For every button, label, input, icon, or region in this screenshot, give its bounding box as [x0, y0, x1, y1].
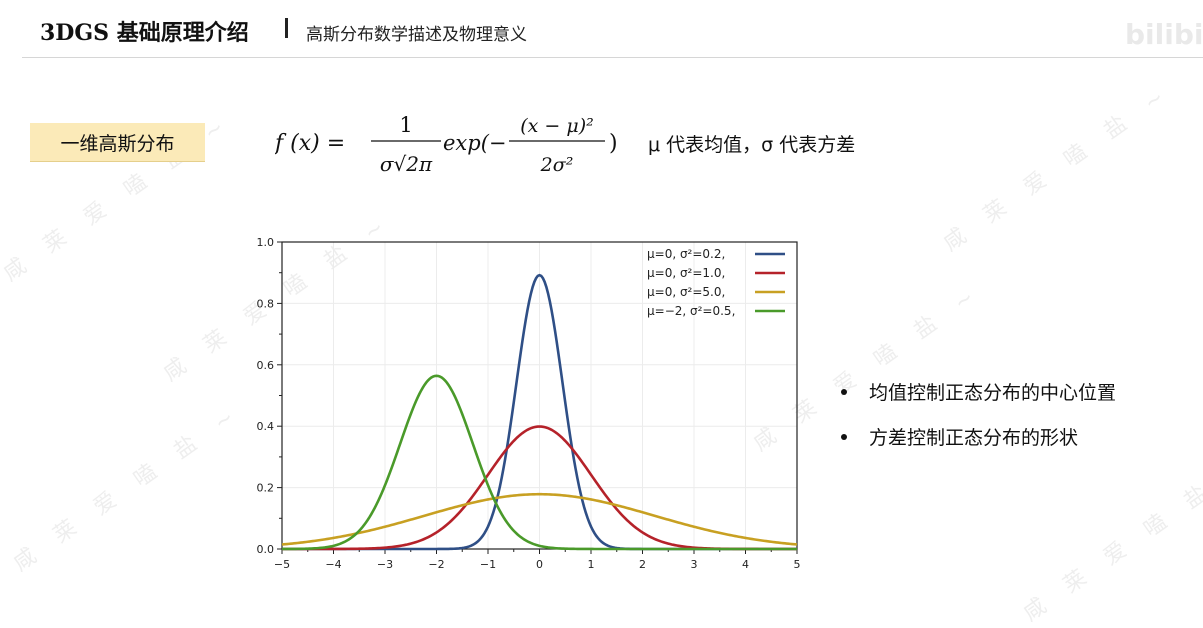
gaussian-chart: −5 −4 −3 −2 −1 0 1 2 3 4 5 0.0 0.2 0.4 0.6 0.8 1.0 μ=0, σ…: [257, 238, 801, 571]
bullet-text: 均值控制正态分布的中心位置: [869, 382, 1117, 404]
list-item: 方差控制正态分布的形状: [838, 423, 1116, 450]
page-subtitle: 高斯分布数学描述及物理意义: [306, 25, 527, 45]
x-tick-label: 5: [794, 558, 801, 571]
y-tick-label: 0.6: [257, 359, 275, 372]
y-tick-label: 0.4: [257, 420, 275, 433]
bullet-list: 均值控制正态分布的中心位置 方差控制正态分布的形状: [838, 378, 1116, 468]
bullet-dot: [841, 388, 847, 395]
x-tick-label: 1: [588, 558, 595, 571]
formula-inner-numerator: (x − μ)²: [520, 115, 594, 137]
watermark: 咸 莱 爱 嗑 盐 ~: [1018, 449, 1203, 627]
header-bar: 3DGS 基础原理介绍 高斯分布数学描述及物理意义 bilibili: [0, 0, 1203, 58]
formula-lhs: f (x) =: [275, 131, 345, 156]
bullet-dot: [841, 433, 847, 440]
x-tick-label: −2: [428, 558, 444, 571]
y-tick-label: 1.0: [257, 238, 275, 249]
x-tick-label: 0: [536, 558, 543, 571]
title-divider: [285, 18, 288, 38]
bullet-text: 方差控制正态分布的形状: [869, 427, 1079, 449]
formula-inner-denominator: 2σ²: [540, 154, 574, 176]
page-title: 3DGS 基础原理介绍: [40, 20, 249, 46]
formula-exp: exp(−: [443, 131, 507, 155]
y-tick-label: 0.2: [257, 482, 275, 495]
legend-label: μ=−2, σ²=0.5,: [647, 304, 735, 318]
section-tag: 一维高斯分布: [30, 123, 205, 162]
x-tick-label: −5: [274, 558, 290, 571]
header-divider: [22, 57, 1203, 58]
formula-denominator: σ√2π: [380, 152, 433, 176]
x-tick-label: 4: [742, 558, 749, 571]
watermark: 咸 莱 爱 嗑 盐 ~: [938, 79, 1178, 257]
legend-label: μ=0, σ²=0.2,: [647, 247, 725, 261]
gaussian-formula: f (x) = 1 σ√2π exp(− (x − μ)² 2σ² ): [275, 113, 618, 176]
formula-close: ): [609, 131, 618, 156]
x-tick-label: −4: [325, 558, 341, 571]
legend-label: μ=0, σ²=5.0,: [647, 285, 725, 299]
legend-label: μ=0, σ²=1.0,: [647, 266, 725, 280]
x-tick-label: 2: [639, 558, 646, 571]
bilibili-logo: bilibili: [1125, 18, 1203, 51]
x-tick-label: −1: [480, 558, 496, 571]
formula-numerator: 1: [399, 113, 412, 137]
series-line: [281, 492, 798, 546]
x-tick-label: −3: [377, 558, 393, 571]
list-item: 均值控制正态分布的中心位置: [838, 378, 1116, 405]
x-tick-label: 3: [691, 558, 698, 571]
y-tick-label: 0.0: [257, 543, 275, 556]
series-line: [281, 374, 797, 551]
watermark: 咸 莱 爱 嗑 盐 ~: [8, 399, 248, 577]
y-tick-label: 0.8: [257, 297, 275, 310]
formula-description: μ 代表均值，σ 代表方差: [648, 134, 856, 156]
